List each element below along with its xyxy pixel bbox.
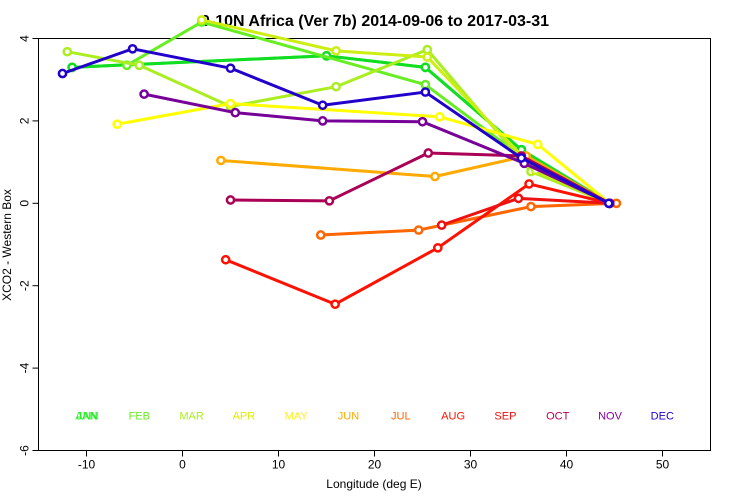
series-line (143, 92, 611, 205)
legend-label-nov: NOV (598, 410, 623, 422)
series-apr (196, 15, 615, 209)
data-point (423, 148, 434, 158)
data-point (603, 198, 614, 209)
data-point (112, 119, 123, 130)
data-point (216, 155, 226, 166)
data-point (225, 98, 236, 109)
series-may (112, 98, 615, 209)
x-tick-label: 30 (464, 458, 478, 472)
series-dec (57, 43, 614, 209)
series-jul (315, 198, 622, 240)
data-point (196, 15, 207, 25)
x-axis-label: Longitude (deg E) (326, 477, 421, 491)
y-tick-label: 0 (18, 200, 32, 207)
series-line (116, 102, 611, 205)
data-point (315, 230, 326, 240)
y-axis-label: XCO2 - Western Box (0, 189, 14, 301)
data-point (230, 107, 241, 118)
legend-label-ann: ANN (75, 410, 98, 422)
legend-label-jul: JUL (391, 410, 411, 422)
data-point (420, 79, 431, 90)
legend-label-oct: OCT (546, 410, 570, 422)
y-tick-label: 2 (18, 117, 32, 124)
plot-area (38, 38, 711, 451)
data-point (324, 195, 335, 206)
data-point (420, 87, 431, 97)
data-point (134, 60, 145, 71)
y-tick-label: -2 (18, 280, 32, 291)
y-tick-label: -6 (18, 445, 32, 456)
data-point (422, 52, 433, 62)
x-tick-label: 20 (368, 458, 382, 472)
data-point (417, 116, 428, 127)
data-point (139, 89, 149, 99)
legend-label-may: MAY (285, 410, 309, 422)
legend-label-aug: AUG (441, 410, 465, 422)
series-line (225, 182, 611, 306)
data-point (433, 242, 443, 253)
legend-label-feb: FEB (129, 410, 150, 422)
data-point (127, 43, 138, 54)
chart-title: 0-10N Africa (Ver 7b) 2014-09-06 to 2017… (201, 13, 549, 30)
legend-label-dec: DEC (651, 410, 674, 422)
data-point (57, 68, 68, 79)
legend-label-jan: JAN (77, 410, 98, 422)
data-point (436, 220, 447, 230)
data-point (62, 46, 73, 57)
data-point (331, 81, 341, 92)
data-point (532, 139, 543, 150)
data-point (220, 254, 231, 265)
legend-label-mar: MAR (179, 410, 204, 422)
y-tick-label: 4 (18, 35, 32, 42)
x-tick-label: 10 (272, 458, 286, 472)
series-sep (436, 193, 615, 230)
data-point (413, 225, 424, 235)
data-point (422, 44, 433, 55)
legend-label-apr: APR (233, 410, 256, 422)
axis-ticks: -10 0 10 20 30 40 50 -6 -4 -2 0 2 4 (18, 35, 670, 472)
data-point (317, 116, 328, 126)
data-point (330, 299, 340, 310)
x-tick-label: 50 (656, 458, 670, 472)
series-line (320, 201, 617, 237)
data-point (524, 179, 534, 189)
data-point (513, 193, 524, 204)
data-point (420, 62, 431, 73)
data-point (526, 201, 536, 212)
data-point (331, 46, 341, 56)
x-tick-label: -10 (78, 458, 96, 472)
data-point (430, 171, 440, 182)
data-point (516, 153, 527, 163)
x-tick-label: 0 (179, 458, 186, 472)
data-point (317, 100, 328, 111)
y-tick-label: -4 (18, 362, 32, 373)
legend-label-jun: JUN (338, 410, 359, 422)
data-point (225, 195, 236, 205)
data-point (225, 63, 236, 74)
series-lines (57, 15, 622, 310)
legend-label-sep: SEP (494, 410, 516, 422)
x-tick-label: 40 (560, 458, 574, 472)
data-point (434, 111, 445, 122)
